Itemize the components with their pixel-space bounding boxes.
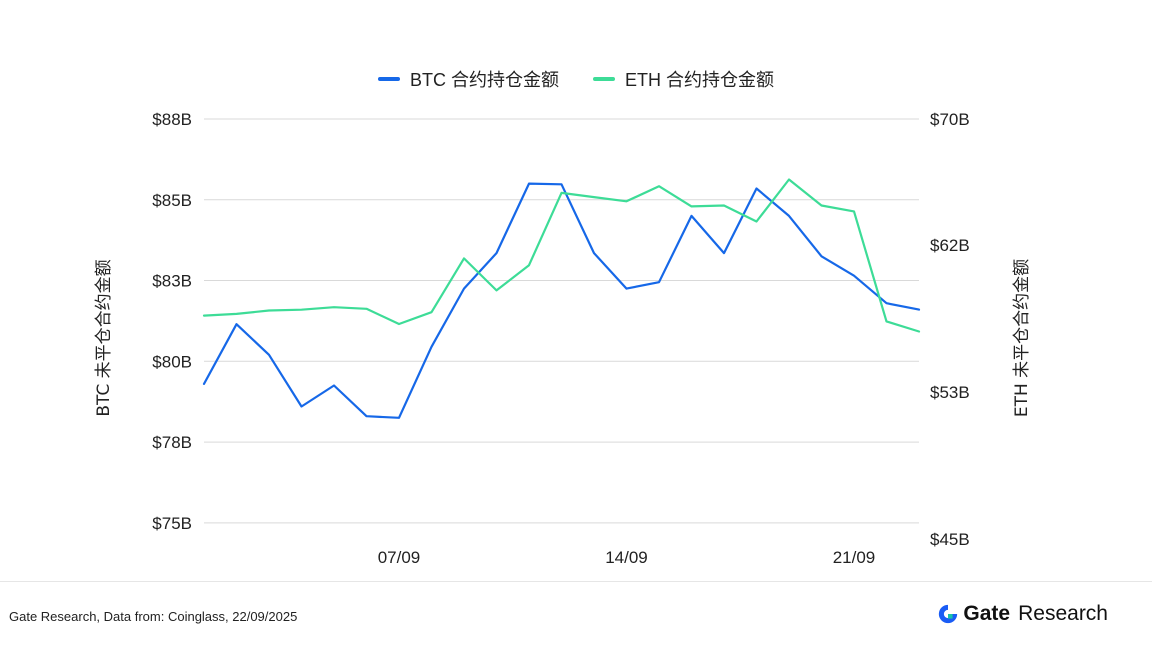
x-axis-ticks: 07/09 14/09 21/09 [378, 548, 876, 567]
legend: BTC 合约持仓金额 ETH 合约持仓金额 [0, 66, 1152, 92]
left-tick-label: $78B [152, 433, 192, 452]
left-tick-label: $80B [152, 352, 192, 371]
legend-item-btc[interactable]: BTC 合约持仓金额 [377, 66, 559, 92]
right-axis-title: ETH 未平仓合约金额 [1012, 259, 1032, 417]
right-tick-label: $62B [930, 236, 970, 255]
legend-swatch-eth [593, 77, 615, 81]
left-tick-label: $85B [152, 191, 192, 210]
series-line-eth [202, 178, 921, 333]
right-axis-ticks: $70B $62B $53B $45B [930, 110, 970, 549]
x-tick-label: 21/09 [833, 548, 876, 567]
chart: $88B $85B $83B $80B $78B $75B $70B $62B $53B $45… [94, 110, 1032, 567]
brand-research-text: Research [1018, 602, 1108, 625]
left-axis-title: BTC 未平仓合约金额 [94, 259, 114, 416]
series-line-btc [202, 182, 921, 419]
left-tick-label: $88B [152, 110, 192, 129]
legend-label-eth: ETH 合约持仓金额 [625, 70, 775, 90]
left-tick-label: $83B [152, 272, 192, 291]
legend-label-btc: BTC 合约持仓金额 [409, 70, 559, 90]
right-tick-label: $70B [930, 110, 970, 129]
legend-item-eth[interactable]: ETH 合约持仓金额 [593, 66, 774, 92]
brand-gate-text: Gate [963, 602, 1011, 625]
footer-divider [0, 581, 1152, 582]
left-axis-ticks: $88B $85B $83B $80B $78B $75B [152, 110, 192, 533]
right-tick-label: $53B [930, 383, 970, 402]
x-tick-label: 14/09 [605, 548, 648, 567]
brand-logo: Gate Research [937, 602, 1108, 626]
gate-logo-icon [939, 604, 958, 624]
right-tick-label: $45B [930, 530, 970, 549]
legend-swatch-btc [377, 77, 400, 81]
gridlines [204, 118, 919, 524]
x-tick-label: 07/09 [378, 548, 421, 567]
footer-source: Gate Research, Data from: Coinglass, 22/… [9, 609, 298, 624]
series-lines [202, 178, 921, 419]
left-tick-label: $75B [152, 514, 192, 533]
